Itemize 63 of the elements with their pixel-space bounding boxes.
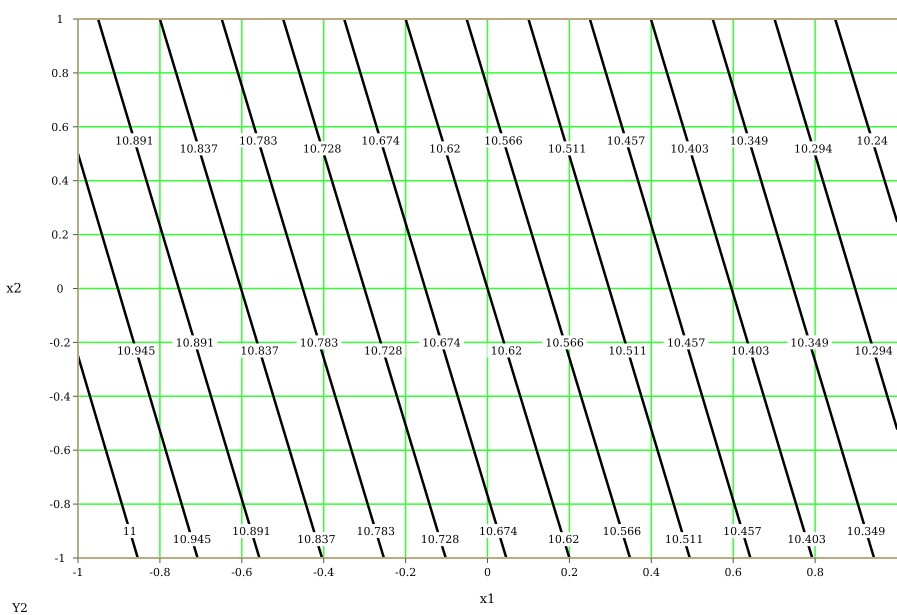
series-label: 10.62 xyxy=(490,344,522,358)
y-tick-label: 0.2 xyxy=(51,228,69,242)
text: 10.349 xyxy=(730,134,768,148)
text: 10.566 xyxy=(545,336,584,350)
y-tick-label: 0.4 xyxy=(51,174,69,188)
x-tick-label: 0.2 xyxy=(560,566,578,579)
series-label: 10.945 xyxy=(116,344,156,358)
text: 10.403 xyxy=(787,533,826,546)
text: 10.457 xyxy=(723,525,762,538)
text: 10.403 xyxy=(730,344,770,358)
y-tick-label: -0.4 xyxy=(49,390,71,404)
text: 10.783 xyxy=(300,336,338,350)
x-tick-label: -1 xyxy=(72,566,84,579)
x-tick-label: -0.4 xyxy=(313,566,334,579)
x-tick-label: -0.6 xyxy=(231,566,252,579)
y-tick-label: 0.8 xyxy=(51,66,69,80)
series-label: 10.783 xyxy=(356,525,396,538)
x-tick-label: -0.2 xyxy=(394,566,416,579)
text: 10.62 xyxy=(548,533,580,546)
series-label: 10.294 xyxy=(854,344,893,358)
x-tick-label: -0.8 xyxy=(149,566,171,579)
series-label: 10.891 xyxy=(115,134,154,148)
text: 10.945 xyxy=(172,533,212,546)
text: 10.511 xyxy=(664,533,704,546)
y-axis-title: x2 xyxy=(6,282,22,296)
text: 10.457 xyxy=(666,336,706,350)
series-label: 10.403 xyxy=(670,142,709,156)
text: 10.728 xyxy=(364,344,402,358)
text: 10.837 xyxy=(297,533,336,546)
text: 10.891 xyxy=(232,525,271,538)
text: 10.566 xyxy=(602,525,642,538)
series-label: 10.837 xyxy=(180,142,218,156)
text: 10.349 xyxy=(846,525,886,538)
series-label: 10.24 xyxy=(856,134,888,148)
text: Y2 xyxy=(11,601,28,615)
series-label: 10.566 xyxy=(484,134,523,148)
y-tick-label: 1 xyxy=(56,13,64,26)
x-tick-label: 0 xyxy=(484,566,491,579)
text: 10.837 xyxy=(240,344,279,358)
text: 10.891 xyxy=(176,336,214,350)
x-tick-label: 0.8 xyxy=(806,566,824,579)
text: 10.728 xyxy=(302,142,342,156)
x-tick-label: 0.6 xyxy=(724,566,742,579)
text: 10.511 xyxy=(548,142,586,156)
series-label: 10.457 xyxy=(606,134,646,148)
series-label: 10.674 xyxy=(478,525,518,538)
y-tick-label: -0.8 xyxy=(49,498,71,512)
y-tick-label: 0 xyxy=(56,282,64,296)
y-tick-label: 0.6 xyxy=(51,120,69,134)
series-label: 10.728 xyxy=(420,533,460,546)
text: 10.674 xyxy=(361,134,400,148)
series-label: 11 xyxy=(122,525,137,538)
text: 10.674 xyxy=(422,336,461,350)
y-tick-label: -0.2 xyxy=(49,336,71,350)
text: 10.783 xyxy=(238,134,278,148)
x-tick-label: 0.4 xyxy=(642,566,660,579)
y-tick-label: -0.6 xyxy=(49,444,71,458)
y-tick-label: -1 xyxy=(54,552,66,565)
text: 10.294 xyxy=(794,142,832,156)
x-axis-title: x1 xyxy=(480,592,496,607)
text: 10.62 xyxy=(429,142,461,156)
series-label: 10.349 xyxy=(790,336,829,350)
series-label: 10.511 xyxy=(608,344,647,358)
